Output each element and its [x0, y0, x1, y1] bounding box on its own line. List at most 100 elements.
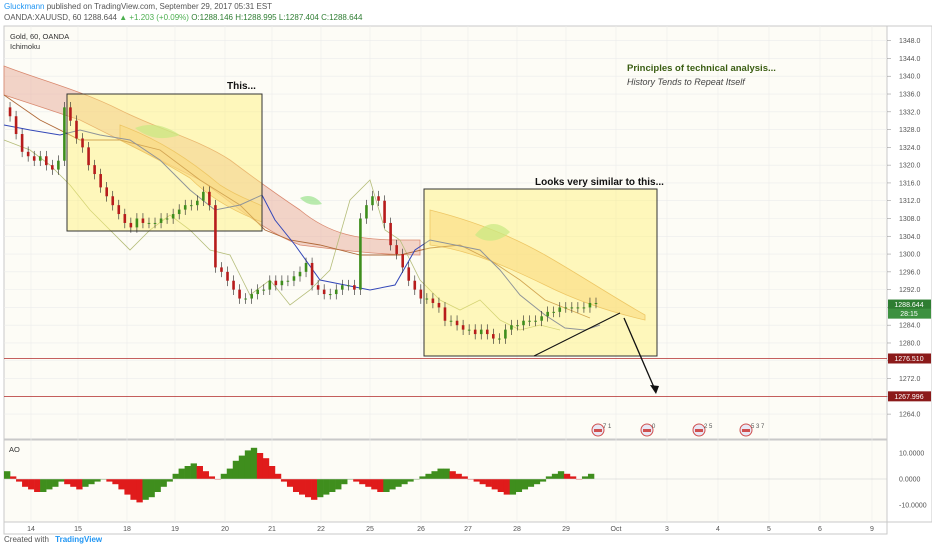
- ao-bar: [268, 466, 276, 479]
- ao-bar: [317, 479, 324, 498]
- ao-bar: [274, 473, 282, 479]
- support-trendline[interactable]: [533, 312, 621, 357]
- ichimoku-kijun: [3, 94, 591, 319]
- ao-bar: [431, 471, 438, 479]
- ao-bar: [202, 471, 209, 479]
- candle-body: [81, 138, 84, 148]
- ao-bar: [377, 479, 384, 492]
- projection-arrow[interactable]: [623, 317, 657, 393]
- level-tag: [888, 353, 931, 364]
- symbol-label: OANDA:XAUUSD, 60: [4, 13, 82, 22]
- x-tick-label: 3: [665, 526, 669, 533]
- y-tick-label: 1284.0: [899, 323, 921, 330]
- price-change: ▲ +1.203 (+0.09%): [119, 13, 189, 22]
- candle-body: [576, 307, 580, 309]
- y-tick-label: 1304.0: [899, 234, 921, 241]
- author-link[interactable]: Gluckmann: [4, 2, 45, 11]
- ao-bar: [82, 479, 89, 487]
- tradingview-logo[interactable]: TradingView: [55, 535, 103, 544]
- ao-bar: [455, 473, 462, 479]
- ao-bar: [178, 468, 185, 479]
- y-tick-label: 1332.0: [899, 109, 921, 116]
- x-tick-label: 6: [818, 526, 822, 533]
- right-box-label: Looks very similar to this...: [535, 177, 664, 188]
- candle-body: [238, 289, 241, 299]
- ao-bar: [172, 473, 179, 479]
- ao-bar: [154, 479, 161, 492]
- ao-bar: [4, 471, 11, 479]
- ao-bar: [250, 447, 258, 479]
- candle-body: [510, 325, 513, 330]
- candle-body: [564, 307, 568, 309]
- candle-body: [389, 222, 392, 246]
- right-highlight-box[interactable]: [423, 188, 658, 357]
- event-badges: 7 1 0 2 5 5 3 7: [591, 423, 765, 437]
- ao-bar: [124, 479, 131, 495]
- y-tick-label: 1340.0: [899, 74, 921, 81]
- flag-stripe: [594, 429, 602, 432]
- candle-body: [528, 320, 531, 322]
- ao-bar: [479, 479, 486, 485]
- price-candles: [8, 102, 598, 344]
- ao-bar: [473, 479, 480, 482]
- ao-bar: [106, 479, 113, 482]
- footer: Created with TradingView: [4, 535, 102, 544]
- ao-bar: [88, 479, 95, 485]
- candle-body: [26, 151, 30, 157]
- candle-body: [413, 280, 417, 290]
- pane-title: Gold, 60, OANDA: [10, 32, 69, 41]
- ao-tick-label: 0.0000: [899, 477, 921, 484]
- headline-text: Principles of technical analysis...: [627, 63, 776, 74]
- candle-body: [322, 289, 326, 295]
- ao-bar: [401, 479, 408, 485]
- ao-bar: [16, 479, 23, 482]
- ao-bar: [256, 453, 264, 479]
- level-tag: [888, 391, 931, 402]
- ao-bar: [238, 455, 246, 479]
- candle-body: [425, 298, 429, 300]
- candle-body: [153, 222, 157, 224]
- ao-bar: [70, 479, 77, 487]
- ao-bar: [34, 479, 41, 492]
- ao-bar: [232, 460, 240, 479]
- candle-body: [407, 267, 411, 281]
- ao-bar: [184, 466, 191, 479]
- candle-body: [171, 214, 175, 219]
- candle-body: [141, 218, 145, 223]
- candle-body: [220, 267, 223, 272]
- x-tick-label: 26: [417, 526, 425, 533]
- time-axis[interactable]: [3, 521, 888, 535]
- candle-body: [280, 280, 284, 286]
- ao-bar: [58, 479, 65, 482]
- y-tick-label: 1348.0: [899, 38, 921, 45]
- price-axis-labels: 1264.01268.01272.01276.01280.01284.01288…: [887, 38, 921, 419]
- x-tick-label: 25: [366, 526, 374, 533]
- ao-bar: [461, 476, 468, 479]
- candle-body: [183, 205, 187, 210]
- candle-body: [467, 329, 471, 331]
- flag-stripe: [643, 429, 651, 432]
- ichimoku-cloud-green: [135, 124, 510, 241]
- x-tick-label: 4: [716, 526, 720, 533]
- ao-bar: [160, 479, 167, 487]
- candle-body: [286, 280, 290, 282]
- candle-body: [546, 311, 549, 317]
- y-tick-label: 1336.0: [899, 92, 921, 99]
- ao-bar: [545, 476, 553, 479]
- left-highlight-box[interactable]: [66, 93, 263, 232]
- candle-body: [63, 107, 66, 161]
- ao-bar: [305, 479, 312, 498]
- y-tick-label: 1316.0: [899, 180, 921, 187]
- y-tick-label: 1308.0: [899, 216, 921, 223]
- candle-body: [268, 280, 272, 290]
- candle-body: [44, 156, 48, 166]
- y-tick-label: 1344.0: [899, 56, 921, 63]
- ao-bar: [353, 479, 360, 482]
- candle-body: [516, 325, 519, 327]
- candle-body: [431, 298, 435, 303]
- price-axis[interactable]: [886, 25, 932, 523]
- indicator-label: Ichimoku: [10, 42, 40, 51]
- level-tag-label: 1267.996: [894, 394, 923, 401]
- candle-body: [8, 107, 12, 117]
